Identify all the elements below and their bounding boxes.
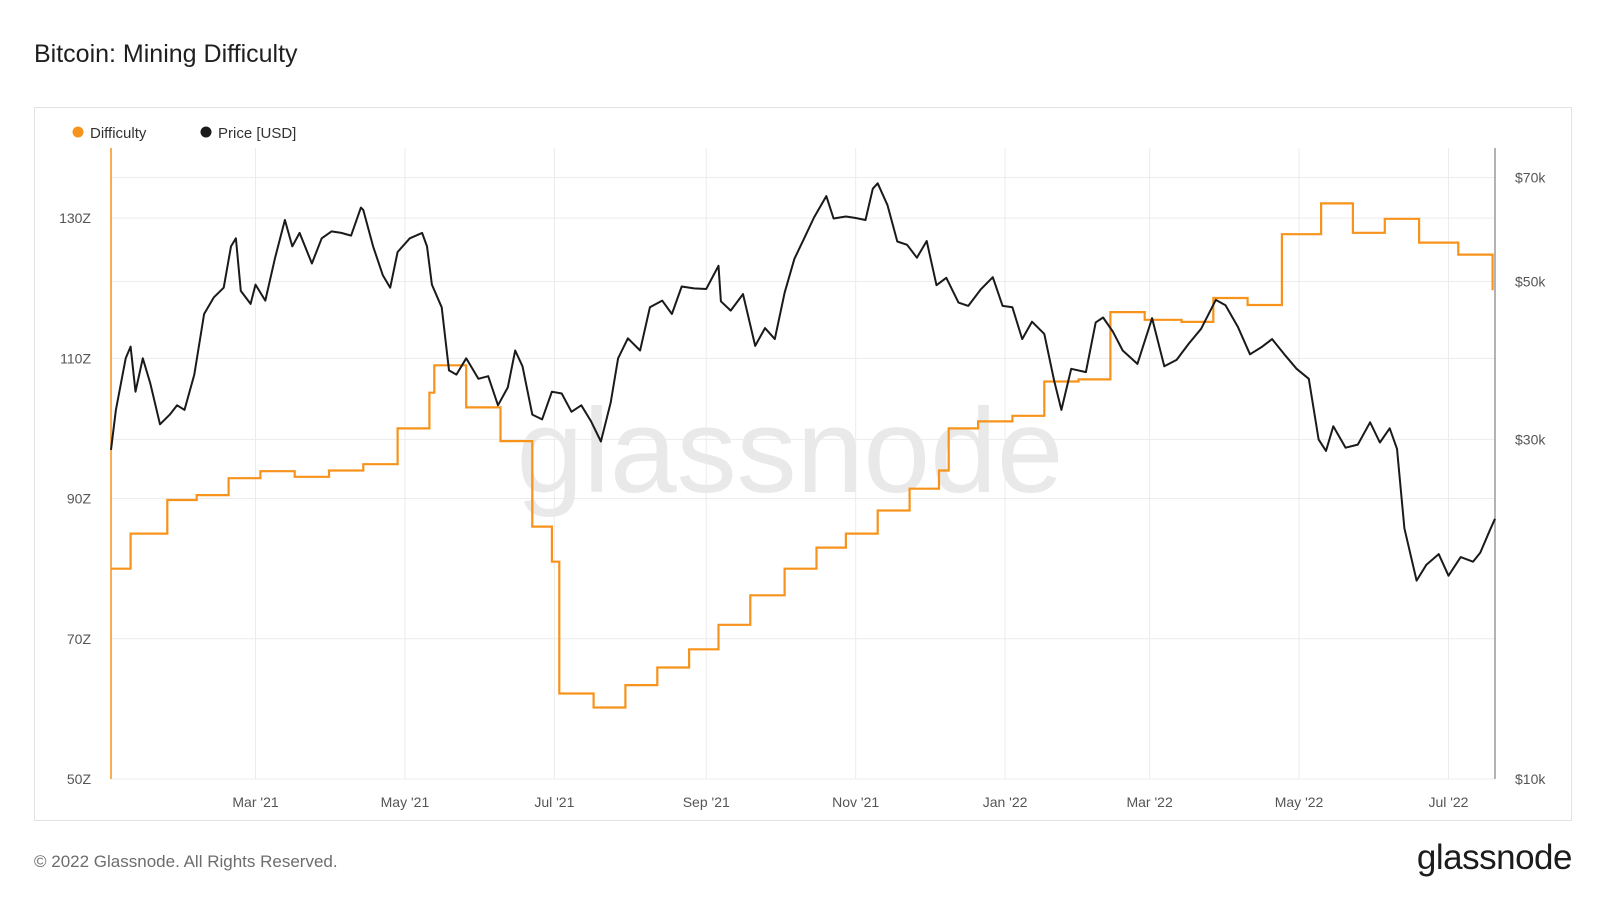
y-right-tick-label: $10k <box>1515 771 1546 787</box>
axes: 50Z 70Z 90Z 110Z 130Z $10k $30k $50k $70k Mar '21… <box>59 148 1546 810</box>
x-tick-label: Jul '21 <box>534 794 574 810</box>
y-left-tick-label: 70Z <box>67 631 92 647</box>
series-lines <box>110 182 1496 709</box>
x-tick-label: Nov '21 <box>832 794 879 810</box>
y-left-tick-label: 90Z <box>67 491 92 507</box>
glassnode-logo[interactable]: glassnode <box>1416 838 1573 877</box>
y-left-tick-label: 130Z <box>59 210 91 226</box>
x-tick-label: Mar '21 <box>232 794 278 810</box>
x-tick-label: Jan '22 <box>983 794 1028 810</box>
y-right-tick-label: $30k <box>1515 431 1546 447</box>
y-left-tick-label: 50Z <box>67 771 92 787</box>
chart-frame <box>34 107 1572 821</box>
x-tick-label: Sep '21 <box>683 794 730 810</box>
legend-price-label[interactable]: Price [USD] <box>218 125 296 142</box>
grid-lines <box>111 148 1495 780</box>
x-tick-label: Jul '22 <box>1428 794 1468 810</box>
x-tick-label: Mar '22 <box>1126 794 1172 810</box>
price-series-line <box>110 182 1496 582</box>
x-tick-label: May '22 <box>1275 794 1324 810</box>
y-right-tick-label: $70k <box>1515 169 1546 185</box>
chart-title: Bitcoin: Mining Difficulty <box>34 40 298 68</box>
legend-difficulty-dot[interactable] <box>72 126 84 138</box>
legend: Difficulty Price [USD] <box>72 125 296 142</box>
y-left-tick-label: 110Z <box>60 350 91 366</box>
y-right-tick-label: $50k <box>1515 273 1546 289</box>
x-tick-label: May '21 <box>381 794 430 810</box>
legend-price-dot[interactable] <box>200 126 212 138</box>
legend-difficulty-label[interactable]: Difficulty <box>90 125 147 142</box>
copyright-text: © 2022 Glassnode. All Rights Reserved. <box>34 852 338 871</box>
watermark: glassnode <box>516 384 1063 518</box>
difficulty-series-line <box>111 202 1494 709</box>
